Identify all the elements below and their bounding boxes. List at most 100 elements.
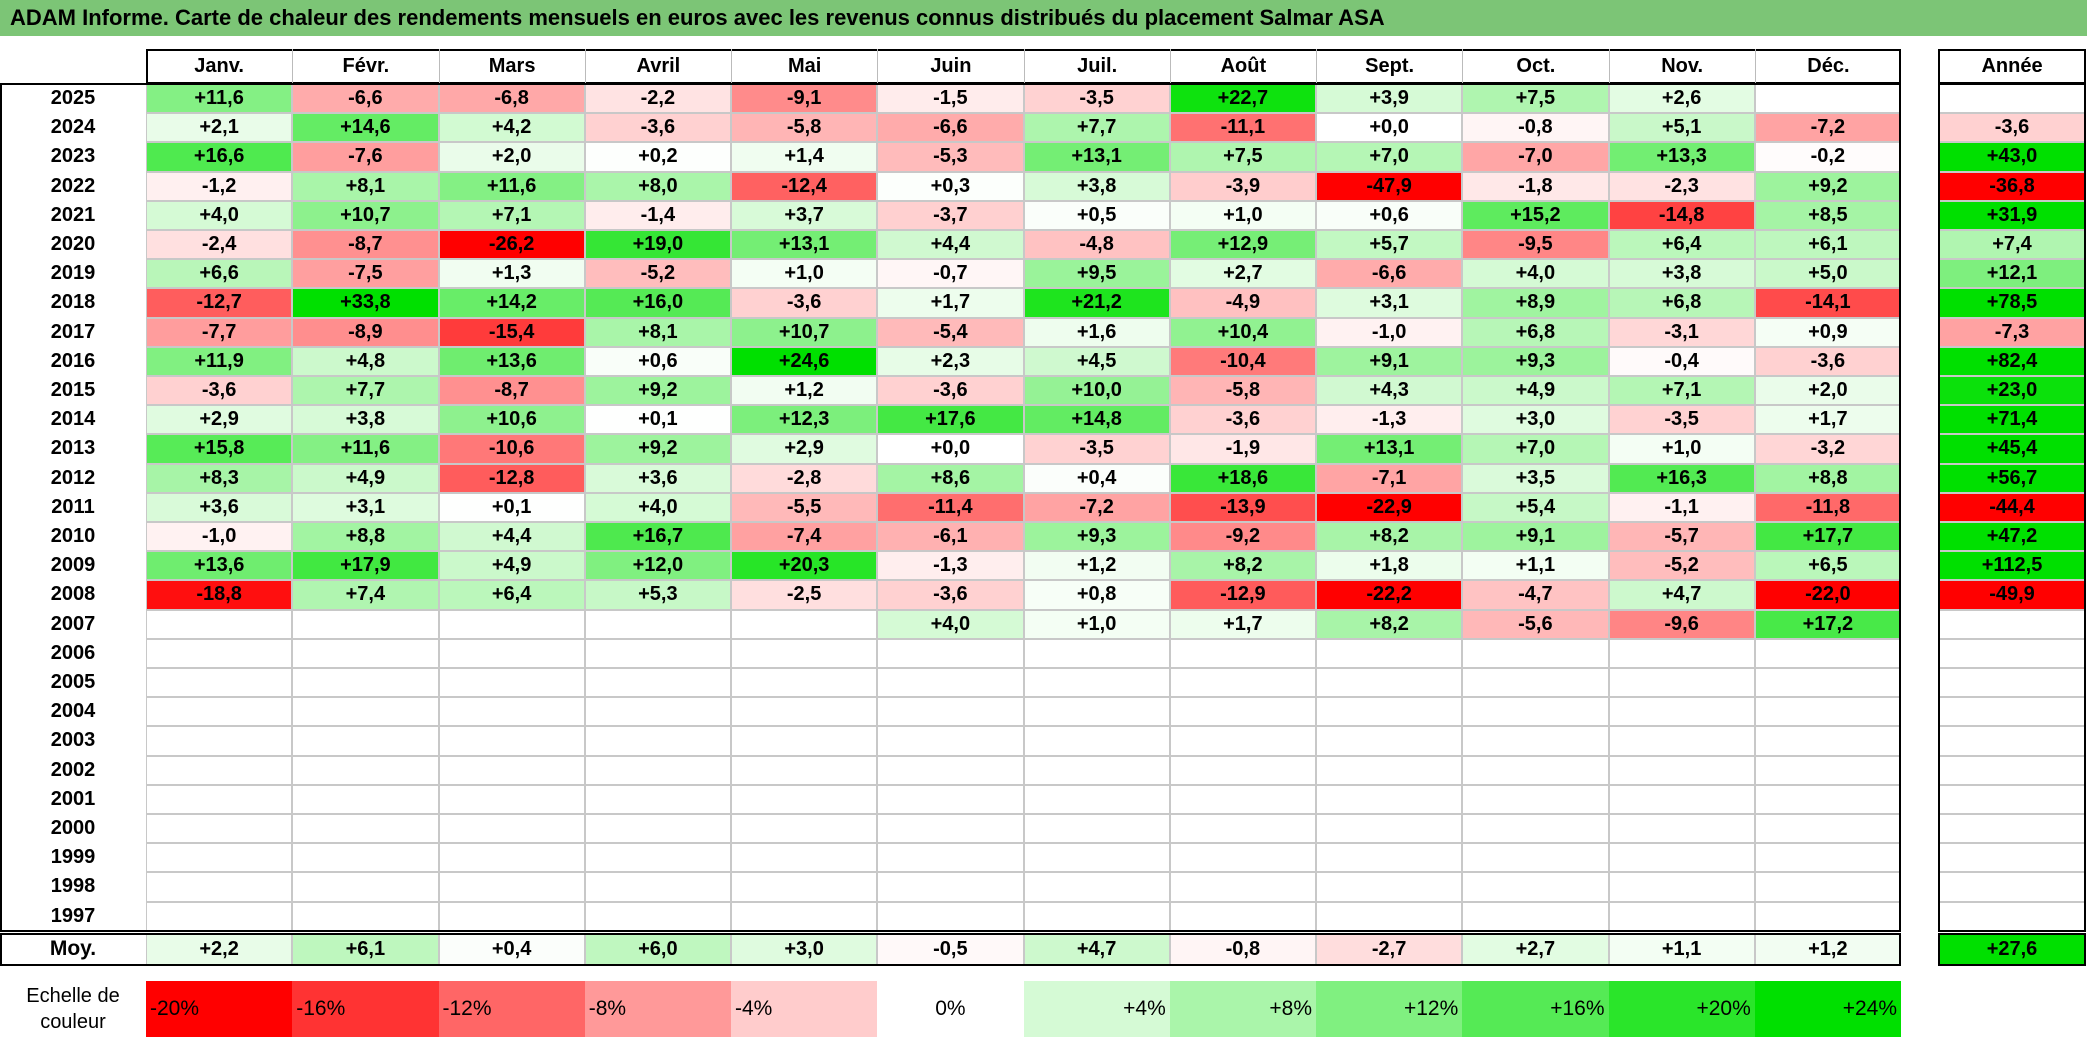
value-cell: +2,3: [877, 346, 1024, 376]
empty-cell: [1462, 843, 1609, 873]
value-cell: -2,3: [1608, 171, 1755, 201]
value-cell: -2,8: [731, 463, 878, 493]
value-cell: +5,7: [1316, 230, 1463, 260]
value-cell: +2,0: [1754, 376, 1901, 406]
value-cell: +11,6: [292, 434, 439, 464]
value-cell: +1,3: [438, 259, 585, 289]
value-cell: -1,0: [1316, 317, 1463, 347]
empty-cell: [1316, 755, 1463, 785]
value-cell: +10,6: [438, 405, 585, 435]
year-label: 2018: [50, 291, 96, 314]
empty-cell: [1462, 638, 1609, 668]
value-cell: -22,0: [1754, 580, 1901, 610]
value-cell: -36,8: [1938, 171, 2086, 201]
value-cell: +13,1: [731, 230, 878, 260]
value-cell: -0,2: [1754, 142, 1901, 172]
value-cell: +17,2: [1754, 609, 1901, 639]
value-cell: -8,7: [438, 376, 585, 406]
scale-step: -16%: [292, 981, 439, 1037]
month-header: Avril: [584, 49, 731, 84]
value-cell: +8,1: [584, 317, 731, 347]
empty-cell: [1023, 814, 1170, 844]
value-cell: +3,5: [1462, 463, 1609, 493]
year-label: 2009: [50, 554, 96, 577]
year-label: 1999: [50, 846, 96, 869]
value-cell: +8,0: [584, 171, 731, 201]
value-cell: +9,2: [584, 376, 731, 406]
value-cell: +6,4: [438, 580, 585, 610]
empty-cell: [1023, 843, 1170, 873]
value-cell: -6,6: [1316, 259, 1463, 289]
value-cell: +10,4: [1169, 317, 1316, 347]
empty-cell: [1938, 901, 2086, 931]
empty-cell: [1023, 668, 1170, 698]
empty-cell: [584, 814, 731, 844]
month-header: Mars: [438, 49, 585, 84]
value-cell: -3,5: [1023, 434, 1170, 464]
value-cell: +16,6: [146, 142, 293, 172]
empty-cell: [1316, 901, 1463, 931]
value-cell: +0,5: [1023, 200, 1170, 230]
value-cell: -5,2: [584, 259, 731, 289]
empty-cell: [731, 638, 878, 668]
value-cell: +3,6: [584, 463, 731, 493]
value-cell: -4,8: [1023, 230, 1170, 260]
year-label: 2015: [50, 379, 96, 402]
year-label: 2017: [50, 320, 96, 343]
value-cell: +112,5: [1938, 551, 2086, 581]
empty-cell: [292, 872, 439, 902]
value-cell: -1,3: [877, 551, 1024, 581]
year-label: 2008: [50, 583, 96, 606]
value-cell: -1,4: [584, 200, 731, 230]
empty-cell: [877, 668, 1024, 698]
month-header: Août: [1169, 49, 1316, 84]
empty-cell: [438, 843, 585, 873]
value-cell: -7,2: [1754, 113, 1901, 143]
value-cell: +78,5: [1938, 288, 2086, 318]
value-cell: +6,1: [1754, 230, 1901, 260]
value-cell: +31,9: [1938, 200, 2086, 230]
empty-cell: [584, 901, 731, 931]
empty-cell: [1169, 901, 1316, 931]
value-cell: +2,0: [438, 142, 585, 172]
value-cell: +71,4: [1938, 405, 2086, 435]
empty-cell: [584, 609, 731, 639]
value-cell: +20,3: [731, 551, 878, 581]
value-cell: +8,2: [1169, 551, 1316, 581]
value-cell: +82,4: [1938, 346, 2086, 376]
empty-cell: [1608, 726, 1755, 756]
scale-step: +16%: [1462, 981, 1609, 1037]
scale-step: -12%: [438, 981, 585, 1037]
average-frame: [0, 932, 1901, 966]
scale-step: +12%: [1316, 981, 1463, 1037]
value-cell: +4,3: [1316, 376, 1463, 406]
value-cell: -12,7: [146, 288, 293, 318]
empty-cell: [146, 609, 293, 639]
value-cell: -7,1: [1316, 463, 1463, 493]
value-cell: +1,4: [731, 142, 878, 172]
scale-step: +24%: [1754, 981, 1901, 1037]
value-cell: +3,0: [1462, 405, 1609, 435]
value-cell: -5,6: [1462, 609, 1609, 639]
value-cell: -26,2: [438, 230, 585, 260]
value-cell: +17,7: [1754, 522, 1901, 552]
month-header: Juin: [877, 49, 1023, 84]
value-cell: +7,0: [1316, 142, 1463, 172]
value-cell: +6,4: [1608, 230, 1755, 260]
empty-cell: [1608, 638, 1755, 668]
value-cell: +0,9: [1754, 317, 1901, 347]
empty-cell: [731, 668, 878, 698]
value-cell: -3,9: [1169, 171, 1316, 201]
value-cell: -10,6: [438, 434, 585, 464]
empty-cell: [1754, 872, 1901, 902]
empty-cell: [877, 843, 1024, 873]
empty-cell: [1938, 814, 2086, 844]
year-label: 2002: [50, 758, 96, 781]
average-year-frame: [1938, 932, 2086, 966]
empty-cell: [1462, 784, 1609, 814]
empty-cell: [1169, 697, 1316, 727]
value-cell: +4,2: [438, 113, 585, 143]
value-cell: +9,3: [1023, 522, 1170, 552]
value-cell: +11,9: [146, 346, 293, 376]
scale-step: -4%: [731, 981, 878, 1037]
